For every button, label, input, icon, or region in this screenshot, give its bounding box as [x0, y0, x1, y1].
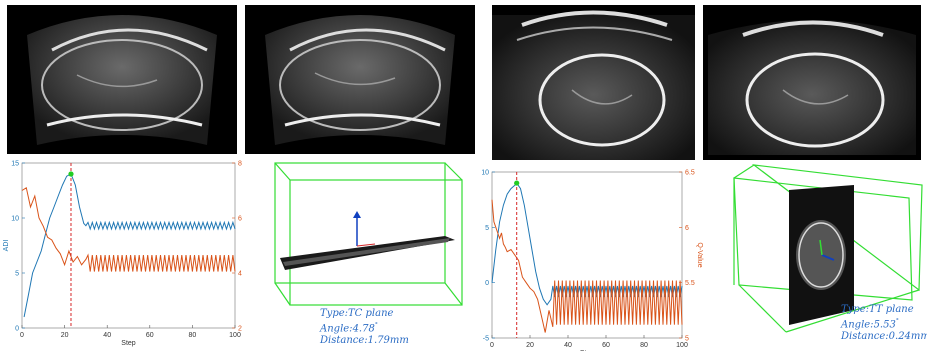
bounding-box [274, 162, 463, 306]
angle-label: Angle: [841, 319, 874, 331]
x-tick-label: 0 [20, 332, 24, 339]
distance-value: 1.79mm [367, 335, 409, 347]
y-tick-label-left: 5 [15, 271, 19, 278]
angle-value: 4.78 [352, 323, 375, 335]
type-value: TC plane [348, 308, 394, 319]
y-tick-label-right: 6.5 [685, 170, 695, 177]
y-tick-label-right: 8 [238, 161, 242, 168]
y-tick-label-left: 0 [15, 326, 19, 333]
normal-arrow [821, 254, 835, 261]
chart-left: 0204060801000510152468StepADIQ-Value [3, 161, 242, 348]
type-label: Type: [320, 308, 349, 319]
x-tick-label: 100 [229, 332, 241, 339]
distance-label: Distance: [841, 331, 889, 343]
x-tick-label: 60 [602, 342, 610, 349]
ultrasound-image-2 [245, 5, 475, 154]
y-tick-label-left: 10 [11, 216, 19, 223]
x-tick-label: 60 [146, 332, 154, 339]
best-step-point [514, 180, 520, 186]
x-tick-label: 0 [490, 342, 494, 349]
q-value-series-line [21, 186, 236, 272]
plane-info-left: Type:TC plane Angle:4.78° Distance:1.79m… [320, 308, 409, 347]
y-tick-label-left: -5 [483, 336, 489, 343]
x-axis-label: Step [121, 340, 136, 347]
angle-value: 5.53 [873, 319, 896, 331]
y-tick-label-right: 6 [685, 225, 689, 232]
y-tick-label-right: 2 [238, 326, 242, 333]
angle-unit: ° [895, 318, 899, 325]
x-tick-label: 80 [189, 332, 197, 339]
y-axis-label-right: Q-Value [696, 242, 703, 267]
y-tick-label-right: 4 [238, 271, 242, 278]
ultrasound-image-4 [703, 5, 921, 160]
adi-series-line [23, 173, 236, 318]
x-tick-label: 40 [103, 332, 111, 339]
y-tick-label-right: 6 [238, 216, 242, 223]
ultrasound-image-1 [7, 5, 237, 154]
type-label: Type: [841, 304, 870, 315]
y-tick-label-left: 15 [11, 161, 19, 168]
x-tick-label: 40 [564, 342, 572, 349]
x-tick-label: 20 [526, 342, 534, 349]
y-tick-label-right: 5 [685, 336, 689, 343]
y-axis-label-left: ADI [3, 240, 10, 252]
y-tick-label-right: 5.5 [685, 280, 695, 287]
angle-label: Angle: [320, 323, 353, 335]
plane-view-left: Type:TC plane Angle:4.78° Distance:1.79m… [245, 158, 490, 351]
y-tick-label-left: 10 [482, 170, 489, 177]
plane-info-right: Type:TT plane Angle:5.53° Distance:0.24m… [841, 304, 927, 343]
x-tick-label: 100 [676, 342, 688, 349]
x-tick-label: 80 [640, 342, 648, 349]
distance-label: Distance: [320, 335, 368, 347]
plot-frame [21, 162, 236, 329]
plot-frame [491, 171, 683, 339]
plane-view-right: Type:TT plane Angle:5.53° Distance:0.24m… [704, 160, 927, 351]
x-tick-label: 20 [61, 332, 69, 339]
ultrasound-image-3 [492, 5, 695, 160]
distance-value: 0.24mm [888, 331, 927, 343]
type-value: TT plane [869, 304, 914, 315]
best-step-point [68, 171, 74, 177]
q-value-series-line [491, 199, 683, 333]
y-tick-label-left: 5 [485, 225, 489, 232]
angle-unit: ° [374, 322, 378, 329]
y-tick-label-left: 0 [485, 280, 489, 287]
